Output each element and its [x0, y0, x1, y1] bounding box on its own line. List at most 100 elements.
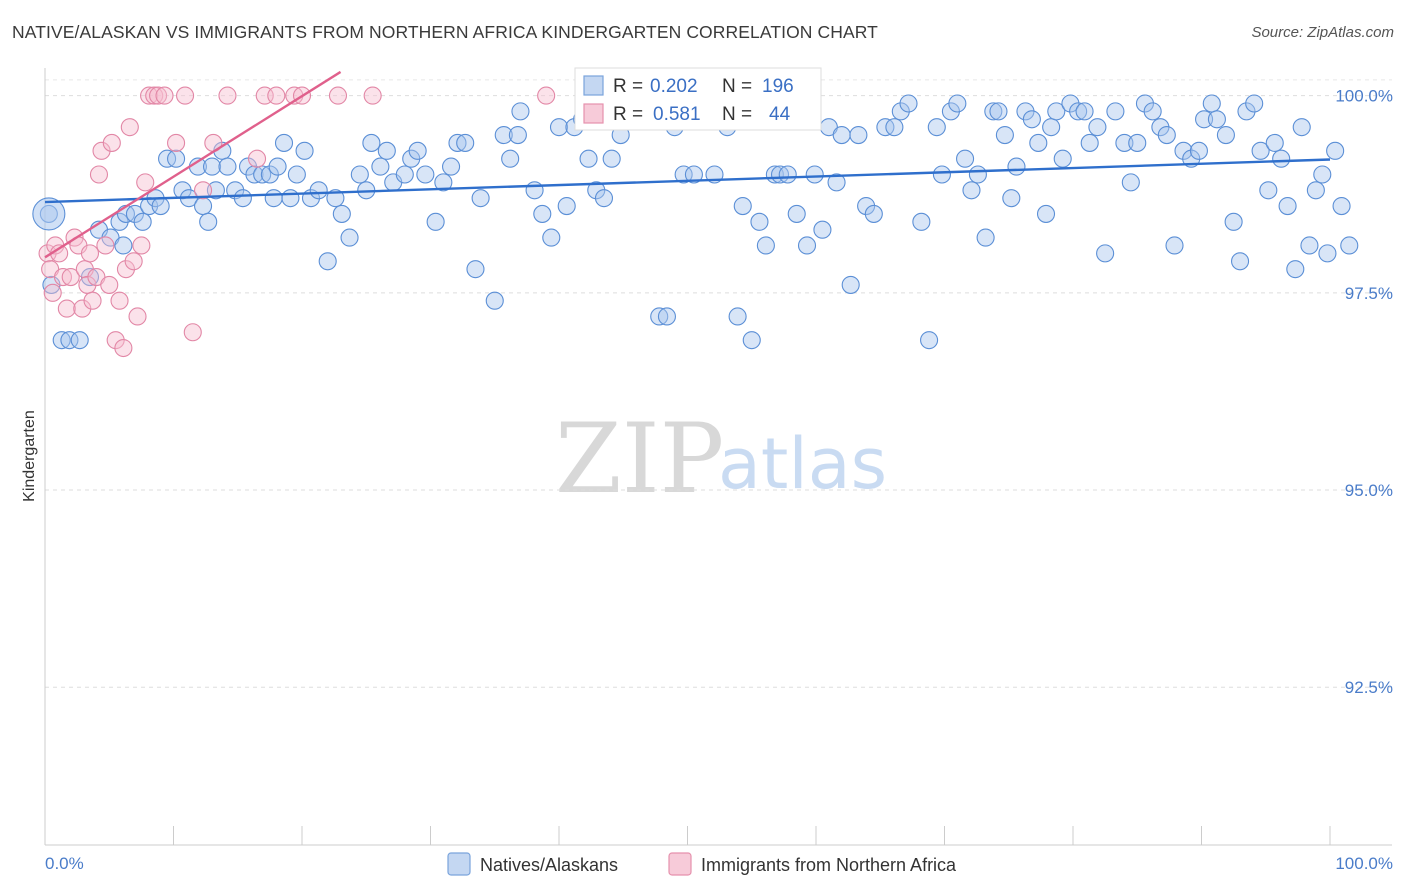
point-immigrants-northern-africa — [100, 275, 119, 294]
point-immigrants-northern-africa — [124, 252, 143, 271]
point-natives-alaskans — [912, 212, 931, 231]
point-natives-alaskans — [1207, 110, 1226, 129]
point-natives-alaskans — [125, 204, 144, 223]
point-natives-alaskans — [948, 94, 967, 113]
y-tick-label: 92.5% — [1345, 678, 1393, 697]
point-immigrants-northern-africa — [53, 267, 73, 287]
point-immigrants-northern-africa — [102, 133, 121, 152]
point-natives-alaskans — [371, 157, 390, 176]
point-natives-alaskans — [1202, 94, 1221, 113]
point-immigrants-northern-africa — [110, 291, 129, 310]
point-natives-alaskans — [1272, 149, 1291, 168]
point-immigrants-northern-africa — [120, 118, 139, 137]
point-natives-alaskans — [587, 181, 606, 200]
point-immigrants-northern-africa — [363, 86, 382, 105]
point-natives-alaskans — [728, 307, 747, 326]
point-natives-alaskans — [1237, 102, 1256, 121]
point-natives-alaskans — [1165, 236, 1184, 255]
point-natives-alaskans — [1029, 133, 1048, 152]
point-natives-alaskans — [295, 141, 314, 160]
x-tick-label: 100.0% — [1335, 854, 1393, 873]
point-natives-alaskans — [1115, 133, 1134, 152]
legend-bottom-swatch-pink — [668, 852, 692, 876]
trend-lines — [44, 70, 1331, 259]
point-natives-alaskans — [442, 157, 461, 176]
point-natives-alaskans — [1259, 181, 1278, 200]
point-immigrants-northern-africa — [136, 173, 155, 192]
legend-top-r-label-1: R = — [613, 76, 643, 97]
point-natives-alaskans — [456, 133, 475, 152]
legend-top-box — [574, 67, 822, 131]
point-natives-alaskans — [920, 331, 939, 350]
point-natives-alaskans — [778, 165, 797, 184]
legend-bottom-label-2: Immigrants from Northern Africa — [701, 855, 957, 875]
point-natives-alaskans — [1075, 102, 1094, 121]
point-immigrants-northern-africa — [176, 86, 195, 105]
legend-top-n-value-1: 196 — [762, 76, 794, 97]
point-natives-alaskans — [1128, 133, 1147, 152]
point-natives-alaskans — [684, 165, 703, 184]
point-natives-alaskans — [932, 165, 951, 184]
point-natives-alaskans — [733, 196, 752, 216]
point-natives-alaskans — [1326, 141, 1345, 160]
point-natives-alaskans — [1292, 118, 1311, 137]
watermark-atlas: atlas — [718, 423, 887, 505]
point-natives-alaskans — [827, 173, 846, 192]
point-natives-alaskans — [841, 275, 860, 294]
point-natives-alaskans — [133, 212, 152, 231]
point-natives-alaskans — [245, 165, 264, 184]
point-natives-alaskans — [742, 331, 761, 350]
point-immigrants-northern-africa — [114, 338, 133, 358]
point-natives-alaskans — [281, 189, 300, 208]
point-natives-alaskans — [864, 204, 883, 223]
point-immigrants-northern-africa — [89, 165, 109, 184]
point-natives-alaskans — [1189, 141, 1208, 160]
point-natives-alaskans — [434, 173, 453, 192]
point-natives-alaskans — [199, 212, 218, 231]
point-natives-alaskans — [416, 165, 435, 184]
y-axis-label: Kindergarten — [21, 410, 38, 502]
point-natives-alaskans — [1224, 212, 1243, 231]
point-natives-alaskans — [1318, 244, 1337, 263]
point-natives-alaskans — [194, 196, 213, 216]
point-natives-alaskans — [32, 197, 66, 231]
point-natives-alaskans — [813, 220, 832, 239]
point-natives-alaskans — [1022, 110, 1041, 129]
point-natives-alaskans — [203, 157, 222, 176]
series-immigrants-northern-africa — [38, 86, 556, 358]
point-immigrants-northern-africa — [61, 267, 80, 287]
point-natives-alaskans — [1143, 102, 1162, 121]
point-natives-alaskans — [485, 291, 504, 310]
point-natives-alaskans — [650, 307, 669, 326]
point-natives-alaskans — [995, 126, 1014, 145]
point-immigrants-northern-africa — [57, 299, 76, 318]
point-natives-alaskans — [508, 126, 527, 145]
point-natives-alaskans — [1106, 102, 1125, 121]
point-natives-alaskans — [1002, 189, 1021, 208]
point-natives-alaskans — [557, 196, 576, 216]
point-natives-alaskans — [1313, 165, 1332, 184]
point-natives-alaskans — [408, 141, 427, 160]
point-natives-alaskans — [466, 260, 485, 279]
point-natives-alaskans — [395, 165, 414, 184]
point-natives-alaskans — [114, 236, 133, 255]
point-natives-alaskans — [1245, 94, 1264, 113]
point-natives-alaskans — [579, 149, 598, 168]
legend-top-swatch-pink — [583, 103, 604, 124]
legend-top-n-value-2: 44 — [769, 104, 791, 125]
y-tick-label: 95.0% — [1345, 481, 1393, 500]
point-natives-alaskans — [268, 157, 287, 176]
point-natives-alaskans — [206, 181, 225, 200]
point-immigrants-northern-africa — [247, 149, 267, 168]
point-natives-alaskans — [233, 189, 252, 208]
point-natives-alaskans — [1265, 133, 1284, 152]
point-natives-alaskans — [1088, 118, 1107, 137]
point-immigrants-northern-africa — [328, 86, 348, 105]
point-natives-alaskans — [471, 189, 490, 208]
point-immigrants-northern-africa — [218, 86, 237, 105]
point-natives-alaskans — [350, 165, 369, 184]
point-natives-alaskans — [1306, 181, 1325, 200]
point-natives-alaskans — [750, 212, 769, 231]
point-natives-alaskans — [332, 204, 351, 223]
legend-bottom-label-1: Natives/Alaskans — [480, 855, 618, 875]
